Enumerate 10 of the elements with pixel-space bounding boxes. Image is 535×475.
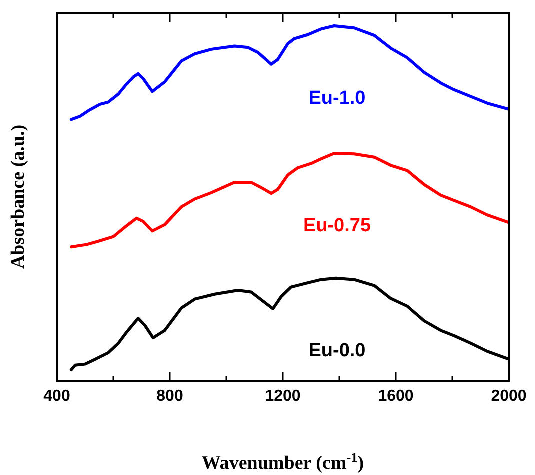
y-axis-title: Absorbance (a.u.) [8,124,29,270]
series-label: Eu-0.75 [303,215,372,236]
x-axis-title: Wavenumber (cm$^{-1}$) [202,450,364,474]
x-tick-label: 800 [156,388,184,405]
x-tick-label: 1200 [265,388,301,405]
x-tick-label: 2000 [491,388,527,405]
text: Eu-0.0 [308,340,366,362]
x-tick-label: 400 [44,388,70,405]
text: Eu-1.0 [308,88,366,109]
x-tick-label: 1600 [378,388,414,405]
